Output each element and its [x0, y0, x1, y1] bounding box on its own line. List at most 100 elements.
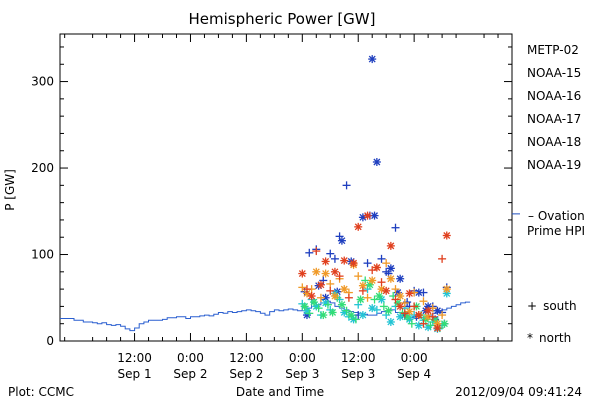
point-north — [358, 281, 367, 290]
point-north — [442, 285, 451, 294]
point-south — [358, 286, 367, 295]
point-north — [368, 276, 377, 285]
point-south — [330, 254, 339, 263]
point-north — [349, 259, 358, 268]
point-north — [337, 300, 346, 309]
point-south — [312, 247, 321, 256]
y-tick-label: 0 — [46, 334, 54, 348]
y-tick-labels: 0 100 200 300 — [31, 75, 54, 348]
x-tick-label-time: 0:00 — [177, 351, 204, 365]
x-tick-label-time: 0:00 — [289, 351, 316, 365]
point-north — [414, 311, 423, 320]
point-north — [354, 222, 363, 231]
point-south — [410, 302, 419, 311]
x-tick-label-time: 12:00 — [229, 351, 264, 365]
point-north — [356, 295, 365, 304]
y-tick-label: 300 — [31, 75, 54, 89]
point-south — [400, 298, 409, 307]
point-south — [400, 309, 409, 318]
marker-legend-south: + south — [527, 299, 577, 313]
point-south — [326, 279, 335, 288]
legend-item: NOAA-17 — [527, 112, 581, 126]
point-north — [372, 263, 381, 272]
point-north — [414, 321, 423, 330]
plot-area-frame — [59, 33, 513, 342]
point-north — [405, 289, 414, 298]
point-south — [377, 278, 386, 287]
point-south — [377, 254, 386, 263]
x-tick-labels: 12:00 Sep 1 0:00 Sep 2 12:00 Sep 2 0:00 Sep 3 12… — [117, 351, 431, 381]
point-south — [419, 319, 428, 328]
legend: METP-02 NOAA-15 NOAA-16 NOAA-17 NOAA-18 NOAA-… — [527, 43, 581, 172]
point-north — [386, 241, 395, 250]
point-south — [419, 297, 428, 306]
point-south — [316, 293, 325, 302]
point-north — [307, 292, 316, 301]
x-tick-label-date: Sep 3 — [285, 367, 319, 381]
x-tick-label-date: Sep 3 — [341, 367, 375, 381]
point-south — [428, 312, 437, 321]
point-south — [323, 300, 332, 309]
legend-item: NOAA-16 — [527, 89, 581, 103]
point-south — [305, 309, 314, 318]
point-north — [300, 302, 309, 311]
point-north — [382, 286, 391, 295]
point-south — [438, 254, 447, 263]
point-north — [319, 311, 328, 320]
point-north — [312, 267, 321, 276]
point-south — [335, 272, 344, 281]
point-north — [386, 317, 395, 326]
point-north — [396, 292, 405, 301]
ovation-hpi-marker: – Ovation Prime HPI — [512, 209, 585, 238]
x-tick-label-date: Sep 1 — [118, 367, 152, 381]
point-north — [384, 306, 393, 315]
point-south — [314, 304, 323, 313]
point-north — [370, 211, 379, 220]
point-north — [347, 311, 356, 320]
point-north — [442, 231, 451, 240]
point-south — [391, 223, 400, 232]
legend-item: NOAA-19 — [527, 158, 581, 172]
point-south — [391, 285, 400, 294]
point-north — [440, 319, 449, 328]
footer-timestamp: 2012/09/04 09:41:24 — [455, 385, 582, 399]
x-tick-label-time: 12:00 — [341, 351, 376, 365]
ovation-label-line1: – Ovation — [528, 209, 585, 223]
point-south — [426, 321, 435, 330]
point-south — [326, 286, 335, 295]
point-south — [354, 272, 363, 281]
point-south — [363, 293, 372, 302]
point-north — [386, 274, 395, 283]
point-north — [337, 236, 346, 245]
x-tick-label-date: Sep 4 — [397, 367, 431, 381]
point-north — [368, 304, 377, 313]
point-south — [370, 295, 379, 304]
point-south — [351, 315, 360, 324]
chart-title: Hemispheric Power [GW] — [189, 10, 376, 28]
point-north — [375, 292, 384, 301]
point-north — [396, 274, 405, 283]
x-tick-label-date: Sep 2 — [173, 367, 207, 381]
point-north — [330, 292, 339, 301]
point-south — [391, 295, 400, 304]
point-south — [379, 302, 388, 311]
point-north — [372, 157, 381, 166]
point-south — [438, 311, 447, 320]
point-north — [321, 269, 330, 278]
y-axis-label: P [GW] — [3, 169, 17, 211]
legend-item: NOAA-18 — [527, 135, 581, 149]
point-north — [358, 311, 367, 320]
x-tick-label-time: 12:00 — [117, 351, 152, 365]
y-tick-label: 200 — [31, 161, 54, 175]
point-south — [298, 283, 307, 292]
point-south — [410, 288, 419, 297]
point-north — [424, 306, 433, 315]
ovation-label-line2: Prime HPI — [527, 224, 585, 238]
point-south — [342, 306, 351, 315]
point-south — [342, 181, 351, 190]
point-south — [407, 319, 416, 328]
point-north — [309, 298, 318, 307]
marker-legend-north: * north — [527, 331, 571, 345]
point-south — [363, 259, 372, 268]
